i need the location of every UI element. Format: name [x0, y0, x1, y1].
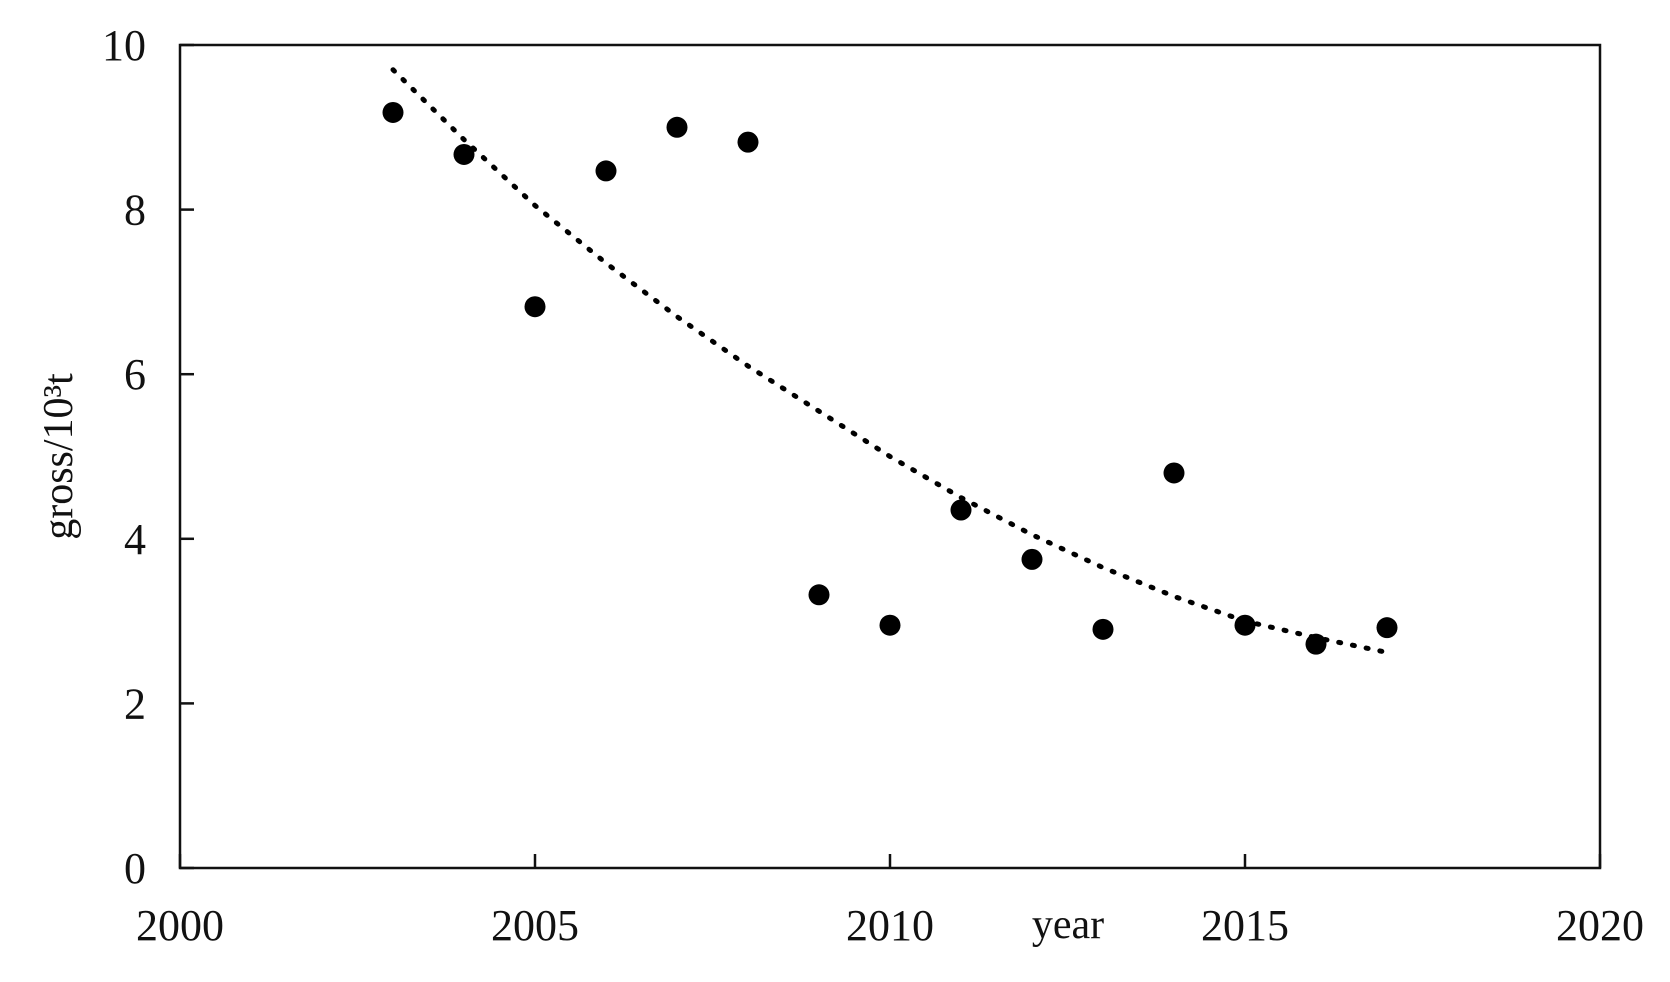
data-point: [808, 584, 830, 606]
y-tick-label: 0: [124, 844, 146, 893]
trendline-layer: [390, 67, 1390, 655]
data-point: [666, 116, 688, 138]
data-point: [382, 101, 404, 123]
data-point: [879, 614, 901, 636]
x-tick-label: 2000: [136, 901, 224, 950]
y-tick-label: 6: [124, 350, 146, 399]
trendline: [390, 67, 1390, 655]
data-point: [1234, 614, 1256, 636]
x-tick-label: 2020: [1556, 901, 1644, 950]
y-tick-label: 8: [124, 186, 146, 235]
data-point: [524, 296, 546, 318]
x-tick-label: 2015: [1201, 901, 1289, 950]
data-point: [1163, 462, 1185, 484]
y-tick-label: 10: [102, 21, 146, 70]
x-tick-label: 2010: [846, 901, 934, 950]
data-point: [1092, 618, 1114, 640]
x-tick-label: 2005: [491, 901, 579, 950]
x-axis-label: year: [1032, 902, 1104, 948]
data-point: [737, 131, 759, 153]
data-point: [1021, 548, 1043, 570]
data-point: [1305, 633, 1327, 655]
data-points-layer: [382, 101, 1398, 655]
y-tick-label: 4: [124, 515, 146, 564]
y-tick-label: 2: [124, 679, 146, 728]
data-point: [950, 499, 972, 521]
data-point: [1376, 617, 1398, 639]
data-point: [453, 143, 475, 165]
y-axis-label: gross/10³t: [36, 373, 82, 540]
ticks-layer: 2000 2005 2010 2015 2020 0 2 4 6 8 10: [102, 21, 1644, 950]
data-point: [595, 160, 617, 182]
